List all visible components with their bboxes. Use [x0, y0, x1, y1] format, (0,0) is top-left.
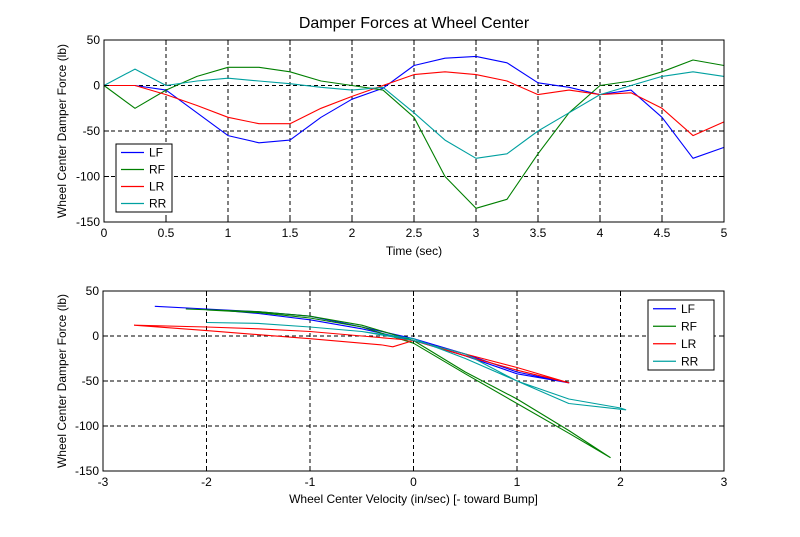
y-tick-label: 50: [87, 33, 101, 47]
legend-label-lf: LF: [681, 302, 695, 316]
x-tick-label: -3: [98, 475, 109, 489]
legend-label-rr: RR: [149, 197, 167, 211]
legend-label-lr: LR: [149, 180, 165, 194]
legend: LF RF LR RR: [647, 299, 715, 371]
x-tick-label: 3.5: [530, 226, 547, 240]
x-tick-label: 0.5: [158, 226, 175, 240]
y-axis-label: Wheel Center Damper Force (lb): [55, 294, 69, 468]
x-tick-label: 2: [349, 226, 356, 240]
legend-label-lf: LF: [149, 146, 163, 160]
x-tick-label: 1.5: [282, 226, 299, 240]
x-tick-label: -1: [305, 475, 316, 489]
series-line-rr: [206, 321, 627, 411]
legend-box: [647, 299, 715, 371]
legend-label-rf: RF: [681, 319, 697, 333]
chart-1: 0 0.5 1 1.5 2 2.5 3 3.5 4 4.5 5 -150 -100 -50 0 50 Dampe…: [55, 15, 728, 258]
x-tick-label: 4.5: [654, 226, 671, 240]
x-tick-label: 5: [721, 226, 728, 240]
x-tick-label: 3: [473, 226, 480, 240]
chart-title: Damper Forces at Wheel Center: [299, 15, 530, 32]
y-tick-label: -50: [82, 374, 100, 388]
x-tick-label: -2: [201, 475, 212, 489]
legend: LF RF LR RR: [115, 143, 173, 213]
legend-box: [115, 143, 173, 213]
series-line-lr: [104, 71, 725, 137]
y-tick-label: -150: [75, 464, 99, 478]
legend-label-lr: LR: [681, 337, 697, 351]
x-tick-label: 3: [721, 475, 728, 489]
x-tick-label: 1: [225, 226, 232, 240]
x-tick-label: 2.5: [406, 226, 423, 240]
series-line-lf: [104, 55, 725, 159]
series-line-lr: [133, 324, 570, 384]
x-tick-label: 4: [597, 226, 604, 240]
y-tick-label: 0: [93, 79, 100, 93]
series-line-rf: [185, 308, 611, 459]
x-axis-label: Time (sec): [386, 244, 442, 258]
x-tick-label: 2: [617, 475, 624, 489]
y-tick-label: -100: [76, 170, 100, 184]
y-tick-label: -50: [83, 124, 101, 138]
x-axis-label: Wheel Center Velocity (in/sec) [- toward…: [289, 492, 538, 506]
y-tick-label: -150: [76, 215, 100, 229]
chart-2: -3 -2 -1 0 1 2 3 -150 -100 -50 0 50 Wheel Center Vel…: [55, 284, 728, 506]
y-tick-label: 50: [86, 284, 100, 298]
x-tick-label: 0: [410, 475, 417, 489]
series-line-rr: [103, 68, 725, 159]
series-line-rf: [103, 59, 725, 209]
x-tick-label: 1: [514, 475, 521, 489]
y-tick-label: 0: [92, 329, 99, 343]
legend-label-rf: RF: [149, 163, 165, 177]
y-tick-label: -100: [75, 419, 99, 433]
y-axis-label: Wheel Center Damper Force (lb): [55, 44, 69, 218]
legend-label-rr: RR: [681, 354, 699, 368]
x-tick-label: 0: [101, 226, 108, 240]
